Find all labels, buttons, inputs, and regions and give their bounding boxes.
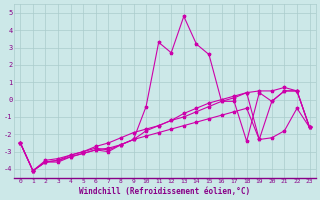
X-axis label: Windchill (Refroidissement éolien,°C): Windchill (Refroidissement éolien,°C) (79, 187, 251, 196)
